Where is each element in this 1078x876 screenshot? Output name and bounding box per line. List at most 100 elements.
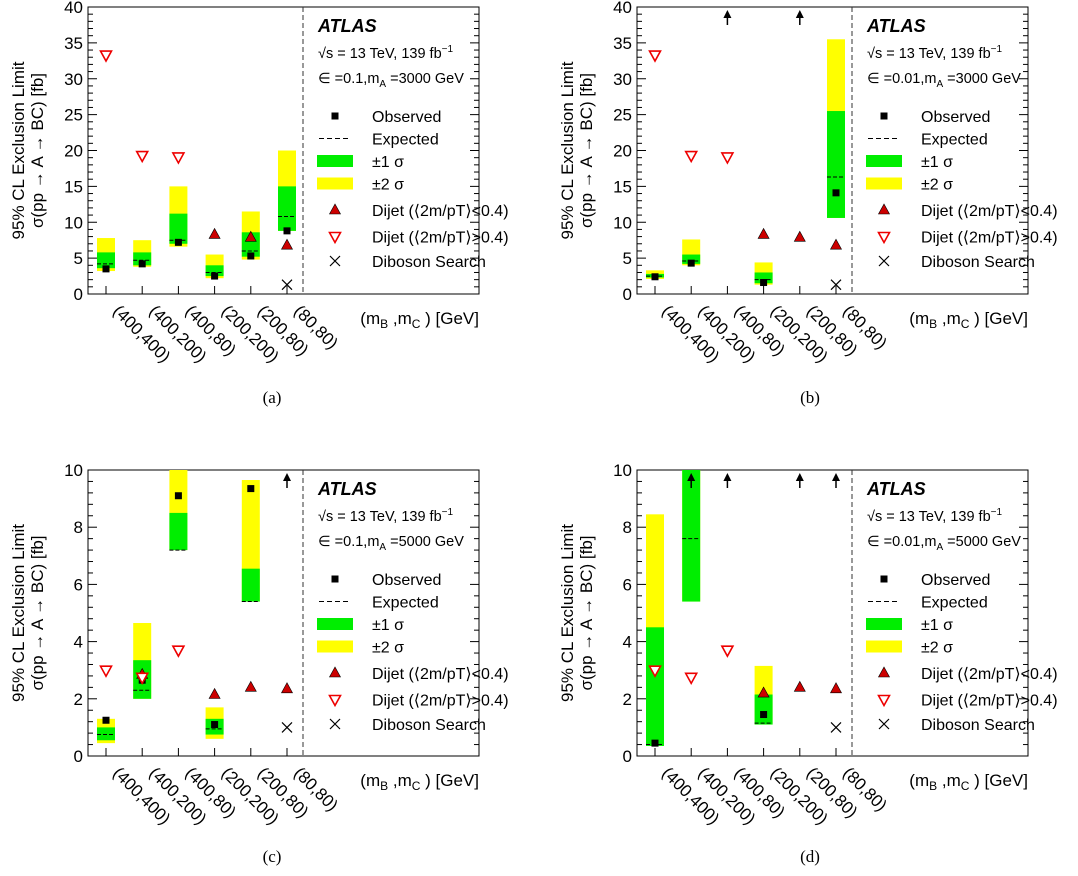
y-tick-label: 10 xyxy=(64,213,83,232)
dijet-low-marker xyxy=(244,230,257,242)
panel-caption: (d) xyxy=(800,847,820,866)
limit-arrow-head xyxy=(832,473,840,481)
observed-marker xyxy=(102,716,110,724)
observed-marker xyxy=(211,721,219,729)
dijet-high-marker xyxy=(171,645,186,658)
legend-observed-label: Observed xyxy=(921,109,990,126)
energy-text: √s = 13 TeV, 139 fb xyxy=(318,46,442,62)
y-tick-label: 6 xyxy=(623,575,632,594)
one-sigma-band xyxy=(682,254,701,264)
legend-one-sigma-swatch xyxy=(866,155,902,167)
params-label: ∈ =0.1,mA =3000 GeV xyxy=(318,71,464,90)
legend-two-sigma-swatch xyxy=(317,640,353,653)
legend-dijet-high-marker xyxy=(328,694,342,708)
dijet-low-marker xyxy=(280,238,294,250)
y-tick-label: 40 xyxy=(64,0,83,17)
panel-caption: (a) xyxy=(263,388,282,407)
y-axis-title-line2: σ(pp → A → BC) [fb] xyxy=(28,535,47,690)
legend-dijet-low-label: Dijet (⟨2m/pT⟩<0.4) xyxy=(921,203,1058,220)
chart-panel-d: 0246810(400,400)(400,200)(400,80)(200,20… xyxy=(558,461,1058,866)
params-text: ∈ =0.1,m xyxy=(318,534,379,550)
legend-one-sigma-label: ±1 σ xyxy=(372,617,404,634)
y-tick-label: 8 xyxy=(74,518,83,537)
x-axis-title: (mB ,mC ) [GeV] xyxy=(909,771,1028,793)
x-axis-title-part: ,m xyxy=(388,771,412,790)
legend-two-sigma-label: ±2 σ xyxy=(921,177,953,194)
legend-one-sigma-swatch xyxy=(317,155,353,167)
one-sigma-band xyxy=(169,213,188,244)
x-axis-title-part: ) [GeV] xyxy=(420,771,479,790)
one-sigma-band xyxy=(754,694,773,725)
legend-two-sigma-swatch xyxy=(866,640,902,653)
params-sub: A xyxy=(936,79,943,90)
observed-marker xyxy=(211,272,219,280)
legend-diboson-marker xyxy=(329,718,341,730)
x-axis-title-part: ) [GeV] xyxy=(969,771,1028,790)
dijet-high-marker xyxy=(135,150,150,164)
experiment-label: ATLAS xyxy=(317,479,377,499)
y-tick-label: 4 xyxy=(74,633,83,652)
x-axis-title-part: ,m xyxy=(937,309,961,328)
params-label: ∈ =0.01,mA =3000 GeV xyxy=(867,71,1021,90)
legend-observed-marker xyxy=(880,112,888,120)
legend-two-sigma-label: ±2 σ xyxy=(372,177,404,194)
y-tick-label: 20 xyxy=(613,142,632,161)
legend-observed-label: Observed xyxy=(372,109,441,126)
params-text: =3000 GeV xyxy=(943,71,1021,87)
legend-two-sigma-swatch xyxy=(317,177,353,190)
observed-marker xyxy=(687,259,695,267)
params-text: =5000 GeV xyxy=(386,534,464,550)
legend-two-sigma-label: ±2 σ xyxy=(921,640,953,657)
diboson-marker xyxy=(830,279,842,291)
legend-observed-label: Observed xyxy=(921,572,990,589)
dijet-low-marker xyxy=(208,687,221,699)
y-axis-title-line1: 95% CL Exclusion Limit xyxy=(9,61,28,239)
legend-one-sigma-swatch xyxy=(866,618,902,630)
energy-sup: −1 xyxy=(991,507,1003,518)
one-sigma-band xyxy=(97,727,115,741)
x-axis-title-sub: B xyxy=(380,317,388,331)
limit-arrow-head xyxy=(283,473,291,481)
diboson-marker xyxy=(830,721,842,733)
energy-label: √s = 13 TeV, 139 fb−1 xyxy=(867,507,1002,525)
y-tick-label: 5 xyxy=(623,249,632,268)
legend-dijet-low-marker xyxy=(328,666,342,678)
dijet-high-marker xyxy=(684,672,699,686)
y-tick-label: 5 xyxy=(74,249,83,268)
observed-marker xyxy=(283,227,291,235)
legend-dijet-high-marker xyxy=(877,231,891,245)
x-axis-title-sub: B xyxy=(929,779,937,793)
dijet-low-marker xyxy=(793,230,806,242)
energy-text: √s = 13 TeV, 139 fb xyxy=(318,509,442,525)
y-tick-label: 2 xyxy=(623,690,632,709)
energy-text: √s = 13 TeV, 139 fb xyxy=(867,46,991,62)
legend-dijet-low-label: Dijet (⟨2m/pT⟩<0.4) xyxy=(372,203,509,220)
dijet-high-marker xyxy=(99,50,113,63)
panel-caption: (c) xyxy=(263,847,282,866)
x-axis-title: (mB ,mC ) [GeV] xyxy=(360,771,479,793)
observed-marker xyxy=(651,273,659,281)
dijet-low-marker xyxy=(280,682,294,694)
legend-dijet-high-marker xyxy=(328,231,342,245)
dijet-high-marker xyxy=(648,665,662,678)
legend-dijet-low-marker xyxy=(877,666,891,678)
dijet-low-marker xyxy=(757,686,770,698)
limit-arrow-head xyxy=(723,473,732,481)
y-tick-label: 35 xyxy=(64,34,83,53)
observed-marker xyxy=(102,265,110,273)
legend-diboson-marker xyxy=(878,255,890,267)
one-sigma-band xyxy=(169,512,188,551)
y-tick-label: 0 xyxy=(623,747,632,766)
y-axis-title-line1: 95% CL Exclusion Limit xyxy=(558,524,577,702)
params-text: =5000 GeV xyxy=(943,534,1021,550)
energy-sup: −1 xyxy=(442,44,454,55)
dijet-high-marker xyxy=(684,150,699,164)
legend-diboson-label: Diboson Search xyxy=(372,717,486,734)
legend-diboson-marker xyxy=(878,718,890,730)
limit-arrow-head xyxy=(723,10,732,18)
legend-dijet-low-marker xyxy=(328,203,342,215)
observed-marker xyxy=(651,739,659,747)
y-tick-label: 0 xyxy=(74,747,83,766)
energy-sup: −1 xyxy=(991,44,1003,55)
one-sigma-band xyxy=(133,252,152,266)
